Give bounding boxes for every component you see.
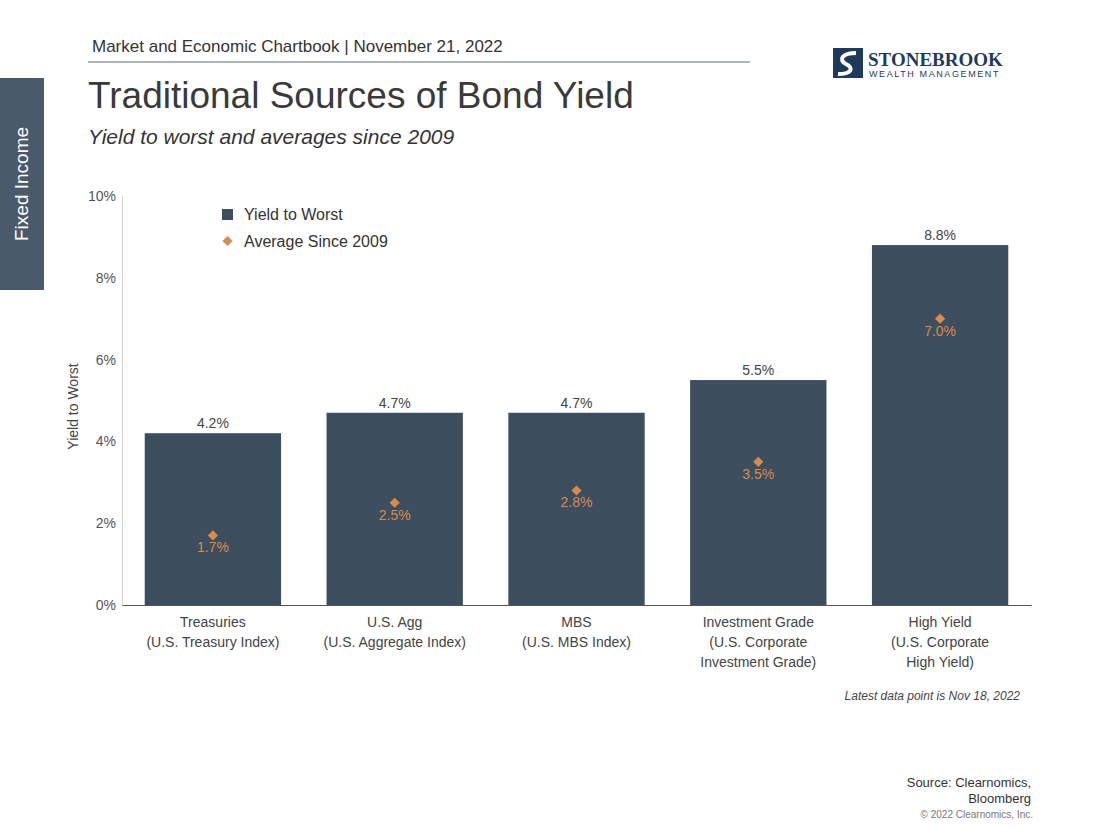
- x-tick-label: U.S. Agg (U.S. Aggregate Index): [323, 614, 465, 650]
- text-line: High Yield): [906, 654, 974, 670]
- text-line: U.S. Agg: [367, 614, 422, 630]
- y-tick: 2%: [96, 515, 122, 531]
- y-tick-label: 4%: [96, 433, 116, 449]
- data-label: 5.5%: [742, 362, 774, 378]
- data-label: 7.0%: [924, 323, 956, 339]
- legend: Yield to Worst Average Since 2009: [222, 206, 388, 250]
- x-tick: Treasuries (U.S. Treasury Index): [146, 614, 279, 650]
- text-line: Investment Grade: [703, 614, 814, 630]
- bar: [872, 245, 1008, 605]
- text-line: (U.S. MBS Index): [522, 634, 631, 650]
- x-tick: U.S. Agg (U.S. Aggregate Index): [323, 614, 465, 650]
- x-tick-label: Investment Grade (U.S. Corporate Investmen…: [700, 614, 816, 670]
- bar: [508, 413, 644, 605]
- x-tick: Investment Grade (U.S. Corporate Investmen…: [700, 614, 816, 670]
- y-axis: 0% 2% 4% 6% 8% 10%: [88, 188, 123, 613]
- y-tick: 10%: [88, 188, 122, 204]
- y-tick-label: 6%: [96, 352, 116, 368]
- y-tick: 8%: [96, 270, 122, 286]
- text-line: MBS: [561, 614, 591, 630]
- source: Source: Clearnomics,Bloomberg: [907, 775, 1031, 806]
- logo-tagline: WEALTH MANAGEMENT: [869, 69, 1000, 79]
- text-line: (U.S. Aggregate Index): [323, 634, 465, 650]
- logo-icon: [833, 48, 863, 78]
- header-rule: [88, 62, 750, 63]
- x-axis: Treasuries (U.S. Treasury Index) U.S. Agg (…: [123, 606, 1032, 670]
- note: Latest data point is Nov 18, 2022: [845, 689, 1021, 703]
- section-label: Fixed Income: [11, 127, 32, 241]
- data-label: 2.8%: [561, 494, 593, 510]
- data-label: 8.8%: [924, 227, 956, 243]
- text-line: (U.S. Corporate: [891, 634, 989, 650]
- header: Market and Economic Chartbook | November…: [92, 37, 503, 56]
- legend-swatch: [222, 236, 232, 246]
- data-label: 3.5%: [742, 466, 774, 482]
- y-tick-label: 0%: [96, 597, 116, 613]
- data-label: 4.2%: [197, 415, 229, 431]
- y-tick-label: 10%: [88, 188, 116, 204]
- x-tick: High Yield (U.S. Corporate High Yield): [891, 614, 989, 670]
- logo-name: STONEBROOK: [868, 49, 1003, 70]
- title: Traditional Sources of Bond Yield: [88, 75, 634, 116]
- text-line: High Yield: [909, 614, 972, 630]
- y-tick-label: 8%: [96, 270, 116, 286]
- legend-label: Average Since 2009: [244, 233, 388, 250]
- y-axis-line: [122, 197, 123, 606]
- bar: [690, 380, 826, 605]
- subtitle: Yield to worst and averages since 2009: [88, 125, 454, 148]
- y-tick-label: 2%: [96, 515, 116, 531]
- y-tick: 6%: [96, 352, 122, 368]
- y-tick: 0%: [96, 597, 122, 613]
- x-tick-label: Treasuries (U.S. Treasury Index): [146, 614, 279, 650]
- text-line: (U.S. Treasury Index): [146, 634, 279, 650]
- data-label: 1.7%: [197, 539, 229, 555]
- logo: STONEBROOKWEALTH MANAGEMENT: [833, 48, 1003, 79]
- bar: [145, 433, 281, 605]
- x-tick-label: MBS (U.S. MBS Index): [522, 614, 631, 650]
- text-line: Investment Grade): [700, 654, 816, 670]
- section-tab: [0, 78, 44, 290]
- y-axis-title: Yield to Worst: [65, 363, 81, 449]
- marks: [145, 245, 1009, 605]
- text-line: Treasuries: [180, 614, 246, 630]
- x-tick-label: High Yield (U.S. Corporate High Yield): [891, 614, 989, 670]
- chart: Market and Economic Chartbook | November…: [0, 0, 1120, 840]
- legend-swatch: [222, 209, 233, 220]
- x-tick: MBS (U.S. MBS Index): [522, 614, 631, 650]
- text-line: Bloomberg: [968, 791, 1031, 806]
- y-tick: 4%: [96, 433, 122, 449]
- bar: [327, 413, 463, 605]
- legend-label: Yield to Worst: [244, 206, 343, 223]
- copyright: © 2022 Clearnomics, Inc.: [921, 809, 1033, 820]
- data-label: 4.7%: [561, 395, 593, 411]
- logo-swoosh: [838, 53, 856, 74]
- x-axis-line: [123, 605, 1032, 606]
- data-label: 2.5%: [379, 507, 411, 523]
- data-label: 4.7%: [379, 395, 411, 411]
- text-line: Source: Clearnomics,: [907, 775, 1031, 790]
- text-line: (U.S. Corporate: [709, 634, 807, 650]
- data-labels: 4.2% 4.7% 4.7% 5.5% 8.8% 1.7% 2.5% 2.8% 3.5% 7.0%: [197, 227, 956, 555]
